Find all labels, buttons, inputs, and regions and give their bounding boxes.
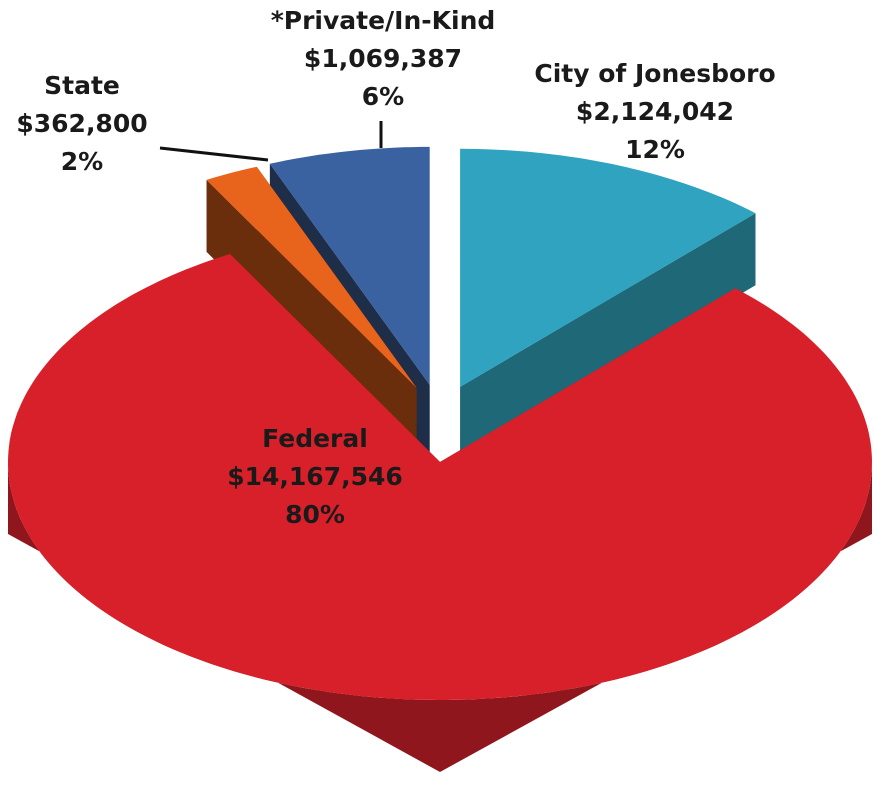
slice-wall xyxy=(460,213,756,459)
slice-percent: 6% xyxy=(362,82,404,111)
slice-side xyxy=(8,462,872,772)
slice-label: *Private/In-Kind xyxy=(271,6,496,35)
slice-percent: 12% xyxy=(625,135,685,164)
slice-percent: 2% xyxy=(61,147,103,176)
slice xyxy=(269,146,430,385)
slice xyxy=(460,148,756,387)
slice-label: City of Jonesboro xyxy=(534,59,775,88)
slice xyxy=(206,166,417,388)
leader-line xyxy=(159,146,269,162)
slice-value: $14,167,546 xyxy=(227,462,403,491)
slice-label: Federal xyxy=(262,424,368,453)
slice-label: State xyxy=(44,71,120,100)
slice-value: $1,069,387 xyxy=(304,44,462,73)
slice-percent: 80% xyxy=(285,500,345,529)
slice-value: $2,124,042 xyxy=(576,97,734,126)
slice-value: $362,800 xyxy=(16,109,147,138)
pie xyxy=(8,146,872,772)
slice xyxy=(8,254,872,700)
